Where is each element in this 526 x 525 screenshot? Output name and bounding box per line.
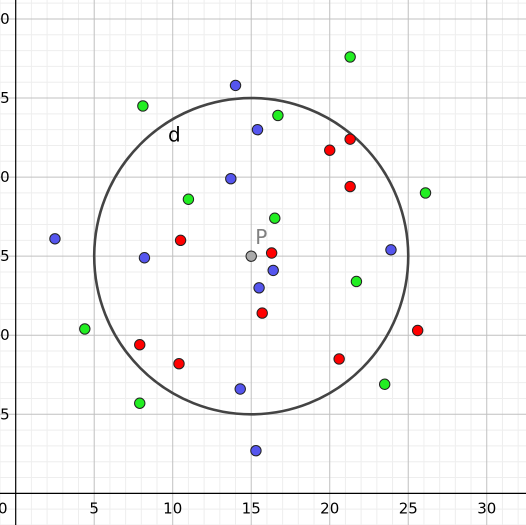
data-point-red	[174, 234, 187, 247]
data-point-red	[324, 144, 336, 156]
data-point-green	[344, 51, 356, 63]
data-point-blue	[385, 244, 397, 256]
data-point-green	[134, 397, 146, 409]
data-point-green	[419, 187, 432, 199]
data-point-red	[265, 247, 278, 259]
center-point	[245, 250, 257, 262]
data-point-green	[269, 212, 281, 224]
center-point-label: P	[255, 225, 267, 249]
data-point-blue	[251, 123, 264, 136]
circle-layer	[92, 96, 410, 416]
y-tick-label: 30	[0, 10, 10, 28]
x-tick-label: 20	[320, 499, 339, 517]
data-point-blue	[253, 282, 265, 294]
tick-labels: 0 5 10 15 20 25 30 5 10 15 20 25 30	[0, 10, 496, 517]
x-tick-label: 5	[89, 499, 99, 517]
data-point-green	[137, 100, 149, 112]
y-tick-label: 25	[0, 89, 10, 107]
data-point-green	[79, 323, 91, 335]
y-tick-label: 10	[0, 326, 10, 344]
data-point-blue	[138, 252, 151, 264]
data-point-green	[182, 193, 195, 205]
y-tick-label: 5	[0, 405, 10, 423]
data-point-blue	[234, 383, 246, 395]
data-point-blue	[229, 79, 242, 92]
y-tick-label: 20	[0, 168, 10, 186]
data-point-green	[350, 275, 363, 288]
data-point-red	[134, 339, 146, 351]
data-point-red	[173, 358, 185, 370]
x-tick-label: 15	[242, 499, 261, 517]
data-point-red	[411, 324, 424, 337]
data-point-green	[378, 378, 391, 390]
data-point-green	[272, 109, 284, 122]
data-point-blue	[49, 233, 61, 245]
data-point-blue	[267, 264, 279, 277]
circle-label: d	[168, 122, 181, 146]
y-tick-label: 15	[0, 247, 10, 265]
data-point-red	[344, 180, 356, 193]
points-layer	[49, 51, 432, 457]
x-tick-label: 0	[0, 499, 7, 517]
x-tick-label: 30	[477, 499, 496, 517]
circle-d	[92, 96, 410, 416]
data-point-blue	[250, 444, 262, 457]
data-point-blue	[225, 172, 237, 185]
data-point-red	[256, 307, 268, 319]
x-tick-label: 10	[163, 499, 182, 517]
x-tick-label: 25	[399, 499, 418, 517]
data-point-red	[344, 133, 356, 145]
data-point-red	[333, 353, 345, 365]
